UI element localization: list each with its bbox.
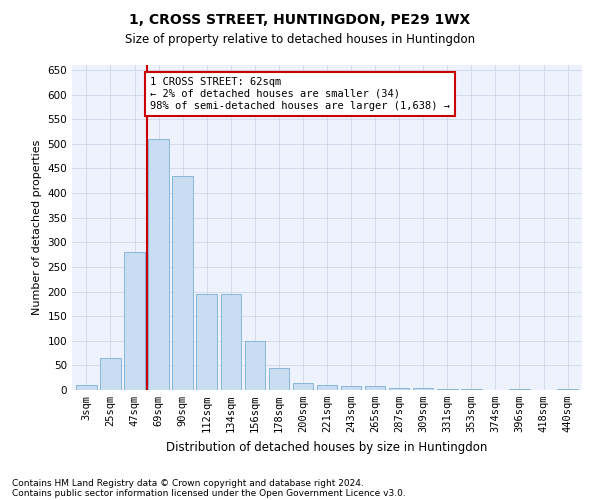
Bar	[413, 388, 433, 390]
Bar	[196, 294, 217, 390]
Bar	[389, 388, 409, 390]
X-axis label: Distribution of detached houses by size in Huntingdon: Distribution of detached houses by size …	[166, 440, 488, 454]
Text: 1, CROSS STREET, HUNTINGDON, PE29 1WX: 1, CROSS STREET, HUNTINGDON, PE29 1WX	[130, 12, 470, 26]
Bar	[148, 139, 169, 390]
Text: Size of property relative to detached houses in Huntingdon: Size of property relative to detached ho…	[125, 32, 475, 46]
Bar	[437, 388, 458, 390]
Bar	[365, 386, 385, 390]
Bar	[293, 382, 313, 390]
Bar	[221, 294, 241, 390]
Bar	[100, 358, 121, 390]
Text: Contains public sector information licensed under the Open Government Licence v3: Contains public sector information licen…	[12, 488, 406, 498]
Text: Contains HM Land Registry data © Crown copyright and database right 2024.: Contains HM Land Registry data © Crown c…	[12, 478, 364, 488]
Bar	[124, 252, 145, 390]
Bar	[341, 386, 361, 390]
Bar	[245, 341, 265, 390]
Y-axis label: Number of detached properties: Number of detached properties	[32, 140, 42, 315]
Bar	[76, 385, 97, 390]
Bar	[557, 388, 578, 390]
Bar	[317, 385, 337, 390]
Bar	[172, 176, 193, 390]
Bar	[509, 388, 530, 390]
Bar	[461, 388, 482, 390]
Bar	[269, 368, 289, 390]
Text: 1 CROSS STREET: 62sqm
← 2% of detached houses are smaller (34)
98% of semi-detac: 1 CROSS STREET: 62sqm ← 2% of detached h…	[150, 78, 450, 110]
